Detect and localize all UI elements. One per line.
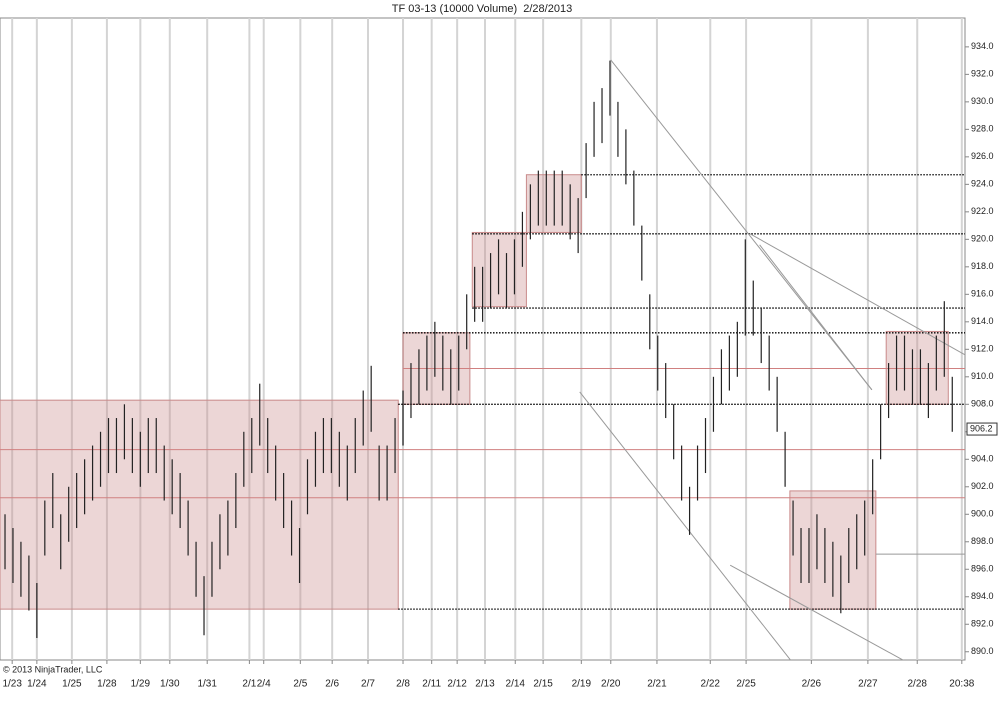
x-tick-label: 2/28 xyxy=(908,679,928,690)
y-tick-label: 916.0 xyxy=(971,289,994,299)
y-tick-label: 892.0 xyxy=(971,619,994,629)
y-tick-label: 898.0 xyxy=(971,536,994,546)
y-tick-label: 912.0 xyxy=(971,344,994,354)
zone xyxy=(471,231,527,308)
y-tick-label: 902.0 xyxy=(971,481,994,491)
last-price-box xyxy=(966,422,998,436)
x-tick-label: 2/26 xyxy=(802,679,822,690)
y-tick-label: 932.0 xyxy=(971,69,994,79)
y-tick-label: 930.0 xyxy=(971,96,994,106)
x-tick-label: 2/13 xyxy=(475,679,495,690)
y-tick-label: 934.0 xyxy=(971,41,994,51)
last-price-label: 906.2 xyxy=(970,423,993,433)
trend-line xyxy=(610,59,873,391)
x-tick-label: 2/21 xyxy=(647,679,667,690)
chart-title: TF 03-13 (10000 Volume) 2/28/2013 xyxy=(392,3,572,15)
y-tick-label: 920.0 xyxy=(971,234,994,244)
y-tick-label: 890.0 xyxy=(971,646,994,656)
x-tick-label: 2/11 xyxy=(422,679,441,690)
x-tick-label: 2/25 xyxy=(736,679,756,690)
x-tick-label: 1/25 xyxy=(62,679,82,690)
y-tick-label: 914.0 xyxy=(971,316,994,326)
x-tick-label: 1/24 xyxy=(27,679,47,690)
zone xyxy=(885,330,949,405)
x-tick-label: 1/23 xyxy=(2,679,22,690)
trend-line xyxy=(729,564,904,660)
x-tick-label: 2/14 xyxy=(506,679,526,690)
y-tick-label: 894.0 xyxy=(971,591,994,601)
y-tick-label: 924.0 xyxy=(971,179,994,189)
trend-line xyxy=(759,244,873,391)
copyright: © 2013 NinjaTrader, LLC xyxy=(3,664,103,674)
x-tick-label: 1/31 xyxy=(197,679,217,690)
x-tick-label: 2/4 xyxy=(257,679,271,690)
y-tick-label: 900.0 xyxy=(971,509,994,519)
x-tick-label: 2/12 xyxy=(447,679,467,690)
x-tick-label: 2/6 xyxy=(325,679,339,690)
x-tick-label: 1/30 xyxy=(160,679,180,690)
x-tick-label: 2/19 xyxy=(572,679,592,690)
x-tick-label: 2/7 xyxy=(361,679,375,690)
x-tick-label: 2/27 xyxy=(858,679,878,690)
x-tick-label: 2/22 xyxy=(701,679,721,690)
x-tick-label: 1/28 xyxy=(97,679,117,690)
y-tick-label: 910.0 xyxy=(971,371,994,381)
x-tick-label: 2/8 xyxy=(396,679,410,690)
plot-area xyxy=(0,17,966,661)
x-tick-label: 2/1 xyxy=(242,679,256,690)
y-tick-label: 896.0 xyxy=(971,564,994,574)
x-tick-label: 2/5 xyxy=(293,679,307,690)
y-tick-label: 922.0 xyxy=(971,206,994,216)
zone xyxy=(0,399,399,610)
x-tick-label: 20:38 xyxy=(949,679,974,690)
y-tick-label: 918.0 xyxy=(971,261,994,271)
x-tick-label: 2/15 xyxy=(533,679,553,690)
plot-layer xyxy=(0,18,965,660)
x-tick-label: 1/29 xyxy=(131,679,151,690)
y-tick-label: 904.0 xyxy=(971,454,994,464)
y-tick-label: 928.0 xyxy=(971,124,994,134)
x-tick-label: 2/20 xyxy=(601,679,621,690)
y-tick-label: 908.0 xyxy=(971,399,994,409)
trend-line xyxy=(749,233,965,356)
y-tick-label: 926.0 xyxy=(971,151,994,161)
